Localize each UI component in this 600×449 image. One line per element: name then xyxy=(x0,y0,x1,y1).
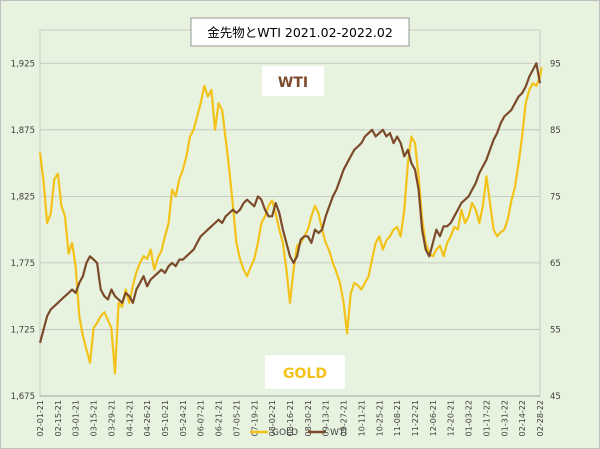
y-right-tick-label: 45 xyxy=(550,392,561,402)
x-tick-label: 12-20-21 xyxy=(447,400,456,436)
x-tick-label: 03-01-21 xyxy=(72,400,81,436)
x-tick-label: 10-11-21 xyxy=(357,400,366,436)
x-tick-label: 11-22-21 xyxy=(411,400,420,436)
y-right-tick-label: 55 xyxy=(550,325,561,335)
y-left-tick-label: 1,825 xyxy=(11,192,35,202)
x-tick-label: 03-15-21 xyxy=(90,400,99,436)
annotation-gold-label: GOLD xyxy=(283,366,327,382)
x-tick-label: 06-07-21 xyxy=(197,400,206,436)
x-tick-label: 03-29-21 xyxy=(107,400,116,436)
x-tick-label: 01-03-22 xyxy=(465,400,474,436)
x-tick-label: 02-28-22 xyxy=(536,400,545,436)
annotation-gold: GOLD xyxy=(265,355,345,389)
right-axis: 45 55 65 75 85 95 xyxy=(550,59,561,402)
x-tick-label: 09-27-21 xyxy=(340,400,349,436)
x-tick-label: 05-24-21 xyxy=(179,400,188,436)
x-tick-label: 08-02-21 xyxy=(268,400,277,436)
y-left-tick-label: 1,725 xyxy=(11,325,35,335)
x-tick-label: 07-19-21 xyxy=(250,400,259,436)
annotation-gold-box xyxy=(265,355,345,389)
x-axis: 02-01-21 02-15-21 03-01-21 03-15-21 03-29-21… xyxy=(36,395,545,436)
legend-label-wti: WTI xyxy=(330,428,347,438)
y-right-tick-label: 85 xyxy=(550,126,561,136)
x-tick-label: 12-06-21 xyxy=(429,400,438,436)
y-right-tick-label: 95 xyxy=(550,59,561,69)
x-tick-label: 07-05-21 xyxy=(232,400,241,436)
legend-label-gold: GOLD xyxy=(272,428,298,438)
x-tick-label: 08-30-21 xyxy=(304,400,313,436)
legend: GOLD WTI xyxy=(250,428,347,438)
left-axis: 1,675 1,725 1,775 1,825 1,875 1,925 xyxy=(11,59,35,402)
x-tick-label: 09-13-21 xyxy=(322,400,331,436)
y-left-tick-label: 1,925 xyxy=(11,59,35,69)
chart-title-frame xyxy=(190,17,410,47)
chart-title: 金先物とWTI 2021.02-2022.02 xyxy=(207,25,393,40)
series-line-wti xyxy=(38,62,542,344)
x-tick-label: 01-31-22 xyxy=(500,400,509,436)
y-left-tick-label: 1,675 xyxy=(11,392,35,402)
chart-title-box: 金先物とWTI 2021.02-2022.02 xyxy=(190,17,410,47)
y-right-tick-label: 75 xyxy=(550,192,561,202)
y-right-tick-label: 65 xyxy=(550,259,561,269)
x-tick-label: 02-01-21 xyxy=(36,400,45,436)
x-tick-label: 04-26-21 xyxy=(143,400,152,436)
series-lines xyxy=(38,62,543,375)
x-tick-label: 10-25-21 xyxy=(375,400,384,436)
y-left-tick-label: 1,875 xyxy=(11,126,35,136)
y-left-tick-label: 1,775 xyxy=(11,259,35,269)
x-tick-label: 06-21-21 xyxy=(215,400,224,436)
x-tick-label: 05-10-21 xyxy=(161,400,170,436)
x-tick-label: 04-12-21 xyxy=(125,400,134,436)
x-tick-label: 11-08-21 xyxy=(393,400,402,436)
x-tick-label: 08-16-21 xyxy=(286,400,295,436)
x-tick-label: 01-17-22 xyxy=(482,400,491,436)
x-tick-label: 02-15-21 xyxy=(54,400,63,436)
annotation-wti-label: WTI xyxy=(278,75,308,91)
annotation-wti-box xyxy=(262,66,324,96)
annotation-wti: WTI xyxy=(262,66,324,96)
x-tick-label: 02-14-22 xyxy=(518,400,527,436)
